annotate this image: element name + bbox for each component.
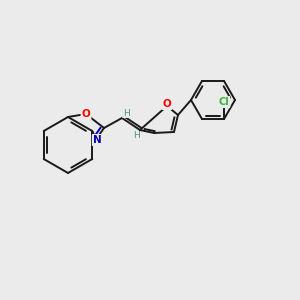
Text: Cl: Cl: [219, 97, 230, 107]
Text: N: N: [93, 135, 102, 145]
Text: H: H: [133, 131, 140, 140]
Text: O: O: [163, 99, 171, 109]
Text: O: O: [82, 109, 90, 119]
Text: H: H: [123, 109, 129, 118]
